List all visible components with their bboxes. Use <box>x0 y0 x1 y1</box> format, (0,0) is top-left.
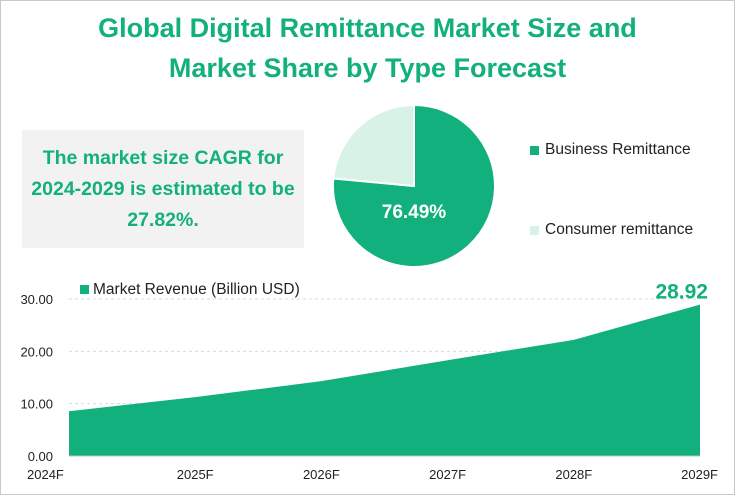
area-series <box>69 304 700 456</box>
x-tick-label-4: 2028F <box>555 467 592 482</box>
x-tick-label-1: 2025F <box>177 467 214 482</box>
area-legend-swatch <box>80 285 89 294</box>
x-tick-label-5: 2029F <box>681 467 718 482</box>
pie-legend-business: Business Remittance <box>530 141 691 159</box>
area-legend-label: Market Revenue (Billion USD) <box>93 281 300 298</box>
x-tick-label-0: 2024F <box>27 467 64 482</box>
cagr-text: The market size CAGR for 2024-2029 is es… <box>31 146 295 231</box>
legend-swatch-business <box>530 145 539 155</box>
title-line-1: Global Digital Remittance Market Size an… <box>98 13 637 43</box>
chart-title: Global Digital Remittance Market Size an… <box>0 8 735 88</box>
pie-legend-business-label: Business Remittance <box>545 141 691 158</box>
cagr-box: The market size CAGR for 2024-2029 is es… <box>22 130 304 248</box>
title-line-2: Market Share by Type Forecast <box>168 53 567 83</box>
pie-legend-consumer-label: Consumer remittance <box>545 221 694 238</box>
area-end-value-label: 28.92 <box>655 281 708 304</box>
pie-legend-consumer: Consumer remittance <box>530 221 693 239</box>
pie-slice-1 <box>332 103 415 188</box>
legend-swatch-consumer <box>530 225 539 235</box>
y-tick-label-0: 0.00 <box>28 449 53 464</box>
x-tick-label-2: 2026F <box>303 467 340 482</box>
x-tick-label-3: 2027F <box>429 467 466 482</box>
y-tick-label-1: 10.00 <box>20 397 53 412</box>
y-tick-label-2: 20.00 <box>20 344 53 359</box>
y-tick-label-3: 30.00 <box>20 292 53 307</box>
pie-value-label: 76.49% <box>382 202 447 223</box>
